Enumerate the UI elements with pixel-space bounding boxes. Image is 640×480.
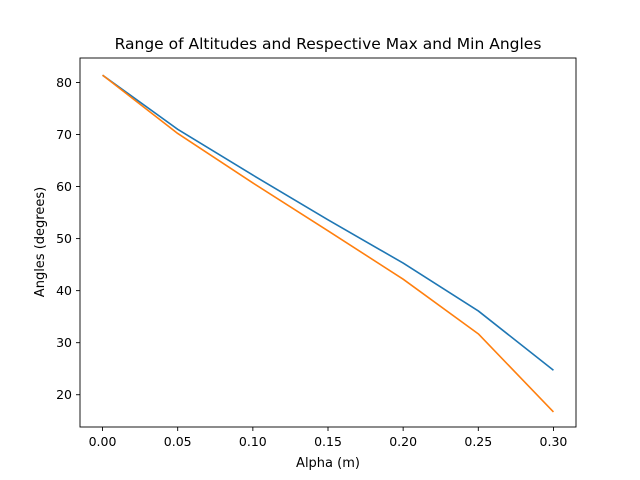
x-tick-label: 0.10 bbox=[239, 434, 267, 449]
x-tick-label: 0.25 bbox=[464, 434, 492, 449]
series-line-2 bbox=[102, 74, 555, 413]
x-tick-label: 0.20 bbox=[389, 434, 417, 449]
y-tick-label: 20 bbox=[56, 387, 72, 402]
chart-title: Range of Altitudes and Respective Max an… bbox=[115, 35, 542, 53]
x-axis-label: Alpha (m) bbox=[296, 456, 360, 471]
x-tick-label: 0.00 bbox=[89, 434, 117, 449]
x-tick-label: 0.05 bbox=[164, 434, 192, 449]
y-tick-label: 30 bbox=[56, 335, 72, 350]
y-tick-label: 50 bbox=[56, 231, 72, 246]
x-tick-label: 0.15 bbox=[314, 434, 342, 449]
y-axis-label: Angles (degrees) bbox=[33, 187, 48, 297]
y-tick-label: 80 bbox=[56, 75, 72, 90]
y-tick-label: 70 bbox=[56, 127, 72, 142]
x-tick-label: 0.30 bbox=[540, 434, 568, 449]
y-tick-label: 40 bbox=[56, 283, 72, 298]
y-tick-label: 60 bbox=[56, 179, 72, 194]
plot-area: 0.00 0.05 0.10 0.15 0.20 0.25 0.30 20 30 40 50 60 70… bbox=[56, 57, 577, 449]
series-line-1 bbox=[102, 74, 554, 371]
